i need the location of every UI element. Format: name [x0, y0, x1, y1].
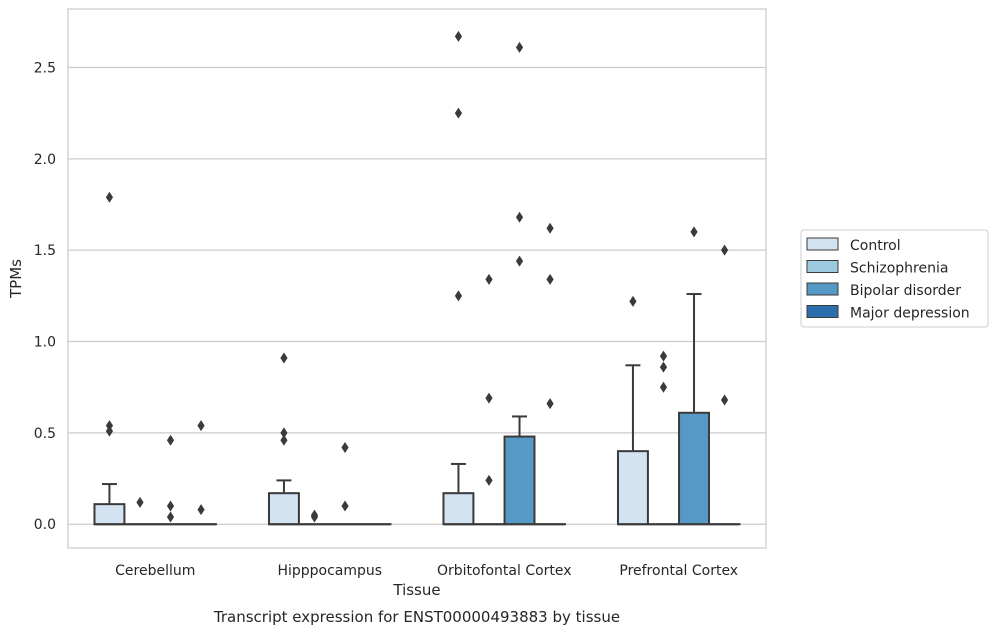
x-tick-label: Orbitofontal Cortex [437, 563, 572, 579]
box-bipolar-disorder [329, 442, 361, 526]
outlier-point [659, 381, 668, 393]
legend-swatch [806, 305, 839, 318]
legend-label: Bipolar disorder [850, 283, 961, 299]
box-schizophrenia [298, 509, 331, 526]
legend-label: Control [850, 238, 901, 254]
outlier-point [515, 255, 524, 267]
outlier-point [166, 500, 175, 512]
outlier-point [105, 191, 114, 203]
box-body [442, 492, 475, 526]
y-axis-tick-labels: 0.0 0.5 1.0 1.5 2.0 2.5 [34, 60, 56, 533]
box-body [616, 450, 649, 526]
outlier-point [454, 30, 463, 42]
outlier-point [166, 434, 175, 446]
box-major-depression [708, 244, 741, 526]
outlier-point [485, 474, 493, 486]
y-tick-label: 0.0 [34, 517, 56, 533]
x-tick-label: Cerebellum [115, 563, 195, 579]
x-tick-label: Hipppocampus [277, 563, 382, 579]
outlier-point [720, 244, 729, 256]
legend-label: Major depression [850, 306, 970, 322]
box-body [93, 503, 126, 526]
outlier-point [690, 226, 698, 238]
legend-swatch [806, 260, 839, 273]
y-tick-label: 1.5 [34, 243, 56, 259]
box-control [93, 191, 126, 526]
outlier-point [485, 273, 493, 285]
outlier-point [546, 398, 554, 410]
outlier-point [197, 420, 205, 432]
outlier-point [341, 442, 349, 454]
legend-swatch [806, 237, 839, 251]
chart-title: Transcript expression for ENST0000049388… [213, 608, 620, 626]
box-schizophrenia [647, 350, 680, 526]
box-schizophrenia [473, 273, 505, 526]
box-body [678, 411, 710, 526]
box-control [442, 30, 475, 526]
y-tick-label: 0.5 [34, 426, 56, 442]
box-major-depression [185, 420, 218, 526]
outlier-point [454, 290, 463, 302]
outlier-point [515, 41, 524, 53]
legend: Control Schizophrenia Bipolar disorder Majo… [800, 229, 989, 328]
box-control [616, 295, 649, 526]
outlier-point [515, 211, 524, 223]
box-control [267, 352, 300, 526]
plot-frame [67, 8, 767, 549]
y-tick-label: 2.0 [34, 152, 56, 168]
box-bipolar-disorder [678, 226, 710, 526]
outlier-point [659, 350, 668, 362]
y-gridlines [68, 66, 766, 525]
outlier-point [454, 107, 463, 119]
x-tick-label: Prefrontal Cortex [619, 563, 738, 579]
x-axis-label: Tissue [392, 581, 440, 599]
outlier-point [105, 425, 114, 437]
box-schizophrenia [124, 496, 156, 526]
outlier-point [546, 273, 554, 285]
outlier-point [341, 500, 349, 512]
outlier-point [485, 392, 493, 404]
outlier-point [136, 496, 144, 508]
box-major-depression [534, 222, 567, 526]
outlier-point [659, 361, 668, 373]
legend-label: Schizophrenia [850, 261, 948, 277]
box-body [503, 435, 536, 526]
legend-swatch [806, 282, 839, 296]
y-tick-label: 1.0 [34, 335, 56, 351]
outlier-point [546, 222, 554, 234]
outlier-point [280, 427, 288, 439]
outlier-point [720, 394, 729, 406]
y-axis-label: TPMs [7, 259, 25, 299]
outlier-point [166, 511, 175, 523]
x-axis-tick-labels: Cerebellum Hipppocampus Orbitofontal Corte… [115, 563, 738, 579]
box-bipolar-disorder [503, 41, 536, 526]
box-body [267, 492, 300, 526]
outlier-point [629, 295, 637, 307]
box-bipolar-disorder [154, 434, 187, 526]
y-tick-label: 2.5 [34, 60, 56, 76]
box-marks [93, 30, 741, 526]
outlier-point [197, 504, 205, 516]
legend-frame [800, 229, 989, 328]
outlier-point [280, 352, 288, 364]
outlier-point [280, 434, 288, 446]
outlier-point [310, 511, 319, 523]
